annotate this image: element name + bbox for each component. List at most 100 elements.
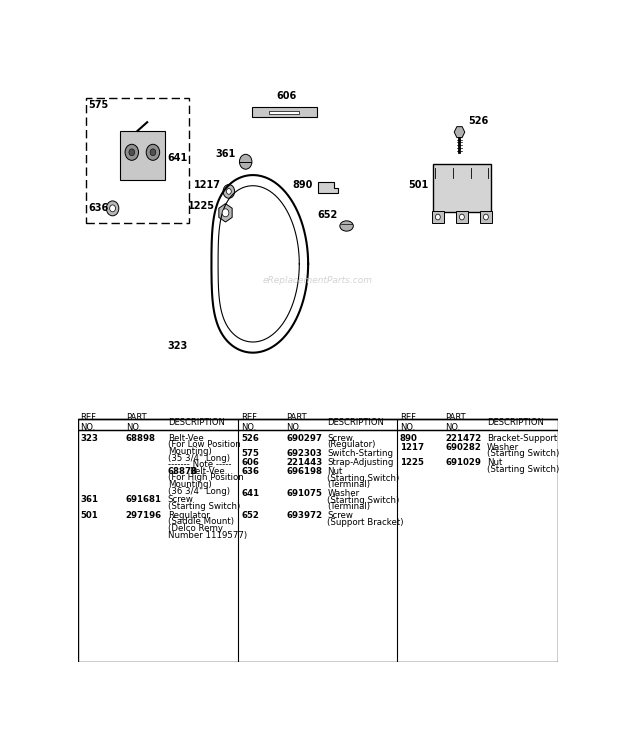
Text: 890: 890 (400, 434, 418, 443)
Text: 297196: 297196 (126, 511, 162, 520)
Text: 1217: 1217 (400, 443, 424, 452)
Circle shape (484, 214, 489, 220)
Text: Mounting): Mounting) (167, 480, 211, 489)
Polygon shape (454, 126, 465, 138)
Text: REF.
NO.: REF. NO. (241, 414, 259, 432)
Text: DESCRIPTION: DESCRIPTION (487, 418, 544, 427)
Text: ------- Note -----: ------- Note ----- (167, 460, 231, 469)
Text: 68878: 68878 (167, 466, 198, 475)
Text: 606: 606 (241, 458, 259, 467)
Text: Screw: Screw (327, 434, 353, 443)
Text: 526: 526 (241, 434, 259, 443)
Circle shape (239, 154, 252, 169)
Text: (Starting Switch): (Starting Switch) (327, 474, 399, 483)
Text: 221472: 221472 (445, 434, 482, 443)
Text: PART
NO.: PART NO. (286, 414, 307, 432)
Text: PART
NO.: PART NO. (445, 414, 466, 432)
Text: (Terminal): (Terminal) (327, 480, 370, 490)
Text: (Starting Switch): (Starting Switch) (167, 502, 240, 511)
Circle shape (435, 214, 440, 220)
Text: 361: 361 (216, 150, 236, 159)
Text: 690297: 690297 (286, 434, 322, 443)
Polygon shape (318, 182, 339, 193)
Text: 221443: 221443 (286, 458, 322, 467)
Text: 890: 890 (293, 180, 313, 190)
Bar (78, 419, 558, 662)
Text: Number 1119577): Number 1119577) (167, 530, 247, 539)
Text: Screw: Screw (167, 496, 193, 504)
Text: 1225: 1225 (188, 201, 215, 211)
Ellipse shape (340, 221, 353, 231)
Text: 652: 652 (241, 511, 259, 520)
Text: 652: 652 (317, 211, 337, 220)
Text: 68898: 68898 (126, 434, 156, 443)
Bar (480, 211, 492, 222)
Text: (Starting Switch): (Starting Switch) (487, 465, 559, 474)
Circle shape (150, 149, 156, 155)
Circle shape (226, 188, 231, 194)
Text: DESCRIPTION: DESCRIPTION (167, 418, 224, 427)
Text: 692303: 692303 (286, 449, 322, 458)
Bar (433, 164, 491, 213)
Text: 690282: 690282 (445, 443, 481, 452)
Text: Nut: Nut (487, 458, 503, 467)
Text: REF.
NO.: REF. NO. (81, 414, 97, 432)
Text: 693972: 693972 (286, 511, 322, 520)
Bar (86, 97, 190, 222)
Text: PART
NO.: PART NO. (126, 414, 146, 432)
Text: 641: 641 (167, 153, 188, 163)
Text: Mounting): Mounting) (167, 447, 211, 456)
Text: 691075: 691075 (286, 489, 322, 498)
Circle shape (222, 209, 229, 217)
Text: Screw: Screw (327, 511, 353, 520)
Text: 361: 361 (81, 496, 99, 504)
Text: Regulator: Regulator (167, 511, 210, 520)
Text: 1225: 1225 (400, 458, 424, 467)
Text: 636: 636 (89, 203, 108, 214)
Bar (252, 107, 317, 118)
Text: (36 3/4" Long): (36 3/4" Long) (167, 487, 229, 496)
Bar (120, 131, 165, 179)
Text: (Starting Switch): (Starting Switch) (487, 449, 559, 458)
Text: 575: 575 (241, 449, 259, 458)
Text: 691029: 691029 (445, 458, 481, 467)
Text: 696198: 696198 (286, 467, 322, 476)
Circle shape (110, 205, 115, 212)
Text: 323: 323 (81, 434, 99, 443)
Bar (268, 111, 299, 114)
Text: (Regulator): (Regulator) (327, 440, 376, 449)
Bar (456, 211, 467, 222)
Text: 526: 526 (468, 116, 489, 126)
Text: 606: 606 (277, 91, 296, 101)
Circle shape (459, 214, 464, 220)
Text: 641: 641 (241, 489, 260, 498)
Text: Strap-Adjusting: Strap-Adjusting (327, 458, 394, 467)
Text: (35 3/4" Long): (35 3/4" Long) (167, 454, 229, 463)
Text: DESCRIPTION: DESCRIPTION (327, 418, 384, 427)
Text: (Delco Remy: (Delco Remy (167, 524, 223, 533)
Text: 501: 501 (408, 180, 428, 190)
Text: (Terminal): (Terminal) (327, 502, 370, 511)
Text: (For High Position: (For High Position (167, 473, 244, 482)
Text: 1217: 1217 (193, 180, 221, 190)
Text: Switch-Starting: Switch-Starting (327, 449, 393, 458)
Text: eReplacementParts.com: eReplacementParts.com (263, 276, 373, 285)
Text: 575: 575 (89, 100, 108, 110)
Text: 636: 636 (241, 467, 259, 476)
Text: 501: 501 (81, 511, 98, 520)
Text: 691681: 691681 (126, 496, 162, 504)
Text: Washer: Washer (487, 443, 520, 452)
Text: Washer: Washer (327, 489, 360, 498)
Polygon shape (219, 204, 232, 222)
Text: 323: 323 (168, 341, 188, 351)
Text: Belt-Vee: Belt-Vee (189, 466, 225, 475)
Text: REF.
NO.: REF. NO. (400, 414, 417, 432)
Circle shape (146, 144, 160, 160)
Circle shape (125, 144, 138, 160)
Text: (For Low Position: (For Low Position (167, 440, 241, 449)
Text: Nut: Nut (327, 467, 343, 476)
Text: (Starting Switch): (Starting Switch) (327, 496, 399, 504)
Circle shape (129, 149, 135, 155)
Circle shape (223, 185, 234, 198)
Text: (Support Bracket): (Support Bracket) (327, 518, 404, 527)
